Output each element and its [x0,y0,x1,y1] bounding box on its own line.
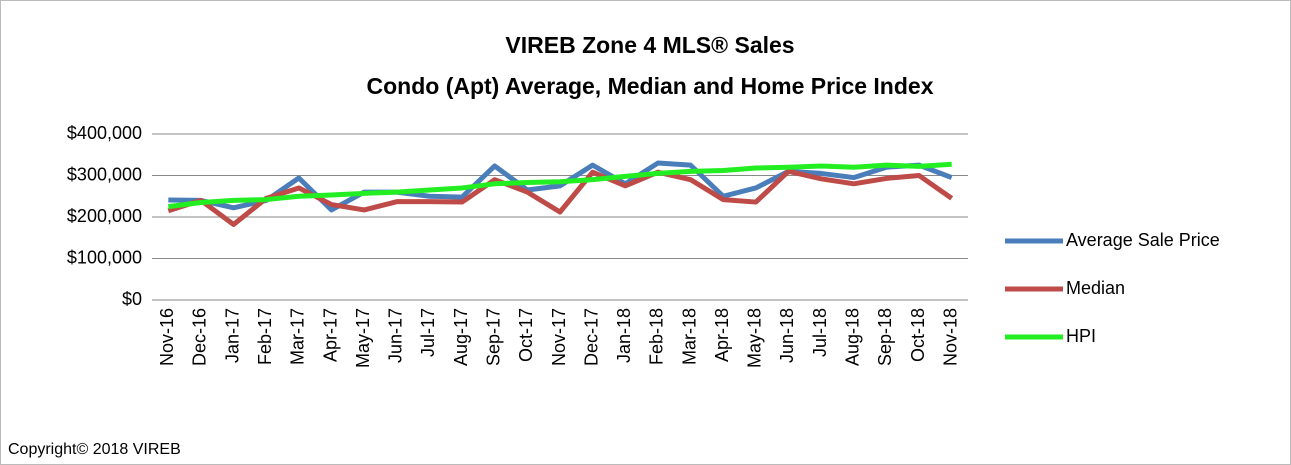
x-tick-label: May-18 [745,308,765,368]
x-tick-label: Jun-18 [777,308,797,363]
y-tick-label: $200,000 [67,206,142,226]
x-tick-label: Mar-18 [679,308,699,365]
x-tick-label: Aug-17 [451,308,471,366]
x-tick-label: Nov-18 [940,308,960,366]
x-tick-label: Jun-17 [386,308,406,363]
line-series [168,161,952,210]
x-tick-label: Feb-17 [255,308,275,365]
y-tick-label: $0 [122,289,142,309]
x-tick-label: Nov-16 [157,308,177,366]
x-tick-label: Jul-18 [810,308,830,357]
y-tick-label: $400,000 [67,123,142,143]
x-tick-label: Mar-17 [288,308,308,365]
x-tick-label: Nov-17 [549,308,569,366]
chart-subtitle: Condo (Apt) Average, Median and Home Pri… [367,73,934,99]
x-tick-label: Jul-17 [418,308,438,357]
x-tick-label: Apr-17 [320,308,340,362]
x-tick-label: Feb-18 [647,308,667,365]
chart-title: VIREB Zone 4 MLS® Sales [505,32,794,58]
legend-label: Median [1066,278,1125,298]
x-tick-label: Sep-17 [483,308,503,366]
x-tick-label: Dec-17 [581,308,601,366]
x-tick-label: Dec-16 [190,308,210,366]
x-tick-label: Aug-18 [843,308,863,366]
x-tick-label: Sep-18 [875,308,895,366]
line-series [167,168,954,227]
x-tick-label: Oct-18 [908,308,928,362]
copyright: Copyright© 2018 VIREB [8,441,181,458]
line-series [168,160,953,213]
x-tick-label: May-17 [353,308,373,368]
y-tick-label: $300,000 [67,164,142,184]
x-tick-label: Oct-17 [516,308,536,362]
x-tick-label: Jan-18 [614,308,634,363]
x-tick-label: Apr-18 [712,308,732,362]
legend-label: Average Sale Price [1066,230,1220,250]
y-tick-label: $100,000 [67,247,142,267]
x-tick-label: Jan-17 [222,308,242,363]
legend-label: HPI [1066,326,1096,346]
